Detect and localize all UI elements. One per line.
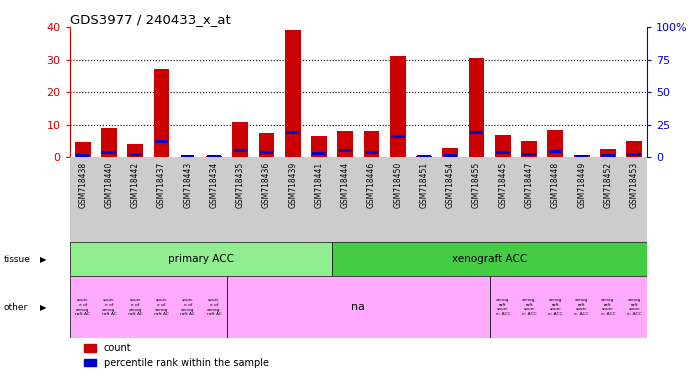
Text: other: other: [3, 303, 28, 312]
Bar: [468, 58, 484, 157]
Bar: [523, 153, 536, 156]
Bar: [232, 121, 248, 157]
Text: sourc
e of
xenog
raft AC: sourc e of xenog raft AC: [180, 298, 195, 316]
Bar: [207, 154, 221, 157]
Bar: [496, 151, 509, 154]
Text: GSM718449: GSM718449: [577, 162, 586, 208]
Bar: [628, 153, 641, 156]
Bar: [339, 149, 352, 152]
Text: sourc
e of
xenog
raft AC: sourc e of xenog raft AC: [207, 298, 221, 316]
Text: GSM718439: GSM718439: [288, 162, 297, 208]
Bar: [101, 128, 117, 157]
Bar: [548, 130, 563, 157]
Text: GSM718441: GSM718441: [315, 162, 324, 208]
Text: sourc
e of
xenog
raft AC: sourc e of xenog raft AC: [128, 298, 143, 316]
Bar: [626, 141, 642, 157]
Bar: [332, 242, 647, 276]
Text: xenog
raft
sourc
e: ACC: xenog raft sourc e: ACC: [548, 298, 562, 316]
Text: GSM718453: GSM718453: [630, 162, 639, 208]
Bar: [70, 242, 332, 276]
Bar: [490, 276, 647, 338]
Text: xenog
raft
sourc
e: ACC: xenog raft sourc e: ACC: [627, 298, 642, 316]
Text: primary ACC: primary ACC: [168, 254, 234, 264]
Bar: [416, 156, 432, 157]
Bar: [601, 154, 615, 157]
Bar: [127, 144, 143, 157]
Bar: [259, 133, 274, 157]
Bar: [548, 150, 562, 153]
Bar: [227, 276, 490, 338]
Bar: [521, 141, 537, 157]
Text: GSM718436: GSM718436: [262, 162, 271, 208]
Text: GSM718454: GSM718454: [446, 162, 455, 208]
Text: xenog
raft
sourc
e: ACC: xenog raft sourc e: ACC: [601, 298, 615, 316]
Text: GSM718438: GSM718438: [78, 162, 87, 208]
Bar: [365, 151, 378, 154]
Text: GSM718447: GSM718447: [525, 162, 534, 208]
Text: GSM718445: GSM718445: [498, 162, 507, 208]
Bar: [76, 154, 89, 157]
Text: sourc
e of
xenog
raft AC: sourc e of xenog raft AC: [102, 298, 116, 316]
Text: tissue: tissue: [3, 255, 31, 264]
Text: ▶: ▶: [40, 255, 47, 264]
Bar: [575, 154, 588, 157]
Text: GSM718448: GSM718448: [551, 162, 560, 208]
Bar: [70, 276, 227, 338]
Bar: [443, 154, 457, 157]
Legend: count, percentile rank within the sample: count, percentile rank within the sample: [80, 339, 272, 372]
Bar: [313, 152, 326, 155]
Bar: [391, 135, 404, 138]
Text: GSM718455: GSM718455: [472, 162, 481, 208]
Text: na: na: [351, 302, 365, 312]
Text: GSM718442: GSM718442: [131, 162, 140, 208]
Text: GSM718446: GSM718446: [367, 162, 376, 208]
Bar: [470, 131, 483, 134]
Text: xenograft ACC: xenograft ACC: [452, 254, 528, 264]
Text: sourc
e of
xenog
raft AC: sourc e of xenog raft AC: [154, 298, 169, 316]
Bar: [234, 149, 247, 152]
Bar: [600, 149, 616, 157]
Text: GSM718452: GSM718452: [603, 162, 612, 208]
Text: sourc
e of
xenog
raft AC: sourc e of xenog raft AC: [75, 298, 90, 316]
Bar: [102, 151, 116, 154]
Bar: [75, 142, 90, 157]
Text: xenog
raft
sourc
e: ACC: xenog raft sourc e: ACC: [496, 298, 510, 316]
Text: xenog
raft
sourc
e: ACC: xenog raft sourc e: ACC: [574, 298, 589, 316]
Bar: [418, 154, 431, 157]
Bar: [495, 135, 511, 157]
Bar: [443, 148, 458, 157]
Text: GSM718444: GSM718444: [341, 162, 350, 208]
Bar: [286, 131, 299, 134]
Text: GDS3977 / 240433_x_at: GDS3977 / 240433_x_at: [70, 13, 230, 26]
Bar: [181, 154, 194, 157]
Text: GSM718451: GSM718451: [420, 162, 429, 208]
Bar: [364, 131, 379, 157]
Text: xenog
raft
sourc
e: ACC: xenog raft sourc e: ACC: [522, 298, 537, 316]
Text: GSM718443: GSM718443: [183, 162, 192, 208]
Text: ▶: ▶: [40, 303, 47, 312]
Bar: [260, 151, 274, 154]
Bar: [338, 131, 353, 157]
Bar: [285, 30, 301, 157]
Bar: [574, 155, 590, 157]
Bar: [155, 140, 168, 142]
Bar: [390, 56, 406, 157]
Bar: [129, 153, 142, 156]
Bar: [206, 156, 222, 157]
Text: GSM718440: GSM718440: [104, 162, 113, 208]
Bar: [154, 70, 169, 157]
Text: GSM718435: GSM718435: [236, 162, 245, 208]
Bar: [311, 136, 327, 157]
Text: GSM718434: GSM718434: [209, 162, 219, 208]
Text: GSM718437: GSM718437: [157, 162, 166, 208]
Text: GSM718450: GSM718450: [393, 162, 402, 208]
